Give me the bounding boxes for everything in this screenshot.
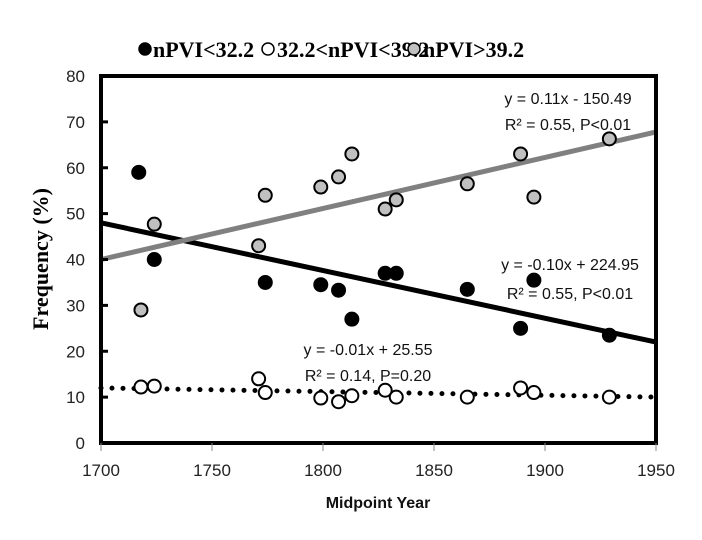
data-point-series-2 — [459, 389, 475, 405]
trend-stats: R² = 0.14, P=0.20 — [305, 368, 431, 385]
trend-equation: y = -0.10x + 224.95 — [501, 257, 639, 274]
legend-label: 32.2<nPVI<39.2 — [277, 37, 429, 62]
data-point-series-2 — [526, 385, 542, 401]
legend-marker-2 — [261, 42, 275, 56]
data-point-series-3 — [146, 216, 162, 232]
x-tick-label: 1950 — [637, 461, 675, 480]
y-tick-label: 0 — [76, 434, 85, 453]
y-tick-label: 10 — [66, 388, 85, 407]
x-tick-label: 1850 — [415, 461, 453, 480]
data-point-series-1 — [257, 274, 273, 290]
data-point-series-1 — [526, 272, 542, 288]
x-tick-label: 1900 — [526, 461, 564, 480]
data-point-series-1 — [601, 327, 617, 343]
data-point-series-2 — [377, 382, 393, 398]
data-point-series-1 — [146, 252, 162, 267]
axes: 0 10 20 30 40 50 60 70 80 1700 1750 1800 1850 1900 195… — [66, 67, 675, 480]
data-point-series-3 — [377, 201, 393, 217]
data-point-series-2 — [313, 390, 329, 406]
data-point-series-3 — [388, 192, 404, 208]
data-point-series-1 — [313, 277, 329, 293]
x-tick-label: 1800 — [304, 461, 342, 480]
data-point-series-3 — [257, 187, 273, 203]
data-point-series-2 — [257, 385, 273, 401]
data-point-series-2 — [344, 388, 360, 404]
data-point-series-1 — [344, 311, 360, 327]
x-tick-label: 1700 — [82, 461, 120, 480]
legend-label: nPVI>39.2 — [423, 37, 524, 62]
x-tick-label: 1750 — [193, 461, 231, 480]
data-point-series-2 — [146, 378, 162, 394]
data-point-series-3 — [459, 176, 475, 192]
data-point-series-2 — [251, 371, 267, 387]
trendline-3 — [100, 129, 657, 262]
y-tick-label: 40 — [66, 251, 85, 270]
data-point-series-3 — [251, 238, 267, 254]
data-point-series-1 — [459, 281, 475, 297]
x-axis-label: Midpoint Year — [326, 495, 431, 512]
trend-stats: R² = 0.55, P<0.01 — [505, 117, 631, 134]
trend-stats: R² = 0.55, P<0.01 — [507, 286, 633, 303]
data-point-series-1 — [388, 265, 404, 281]
data-point-series-3 — [133, 302, 149, 318]
data-point-series-3 — [526, 189, 542, 205]
data-point-series-3 — [313, 179, 329, 195]
data-point-series-1 — [131, 164, 147, 180]
data-point-series-2 — [601, 389, 617, 405]
data-point-series-2 — [331, 394, 347, 410]
y-tick-label: 70 — [66, 113, 85, 132]
data-point-series-2 — [513, 380, 529, 396]
trendline-2 — [98, 385, 659, 400]
data-point-series-2 — [388, 389, 404, 405]
data-point-series-1 — [331, 282, 347, 298]
data-point-series-3 — [513, 146, 529, 162]
trend-equation: y = 0.11x - 150.49 — [504, 91, 631, 108]
data-point-series-2 — [133, 379, 149, 395]
y-tick-label: 50 — [66, 205, 85, 224]
trendlines — [98, 129, 659, 400]
trend-equation: y = -0.01x + 25.55 — [304, 342, 433, 359]
trend-annotations: y = -0.10x + 224.95 R² = 0.55, P<0.01 y = … — [304, 91, 640, 385]
legend-label: nPVI<32.2 — [153, 37, 254, 62]
trendline-1 — [100, 220, 657, 345]
legend-marker-1 — [138, 42, 152, 56]
y-tick-label: 60 — [66, 159, 85, 178]
y-tick-label: 30 — [66, 296, 85, 315]
legend-marker-3 — [407, 42, 421, 56]
y-tick-label: 20 — [66, 342, 85, 361]
data-point-series-3 — [601, 131, 617, 147]
y-axis-label: Frequency (%) — [28, 188, 53, 330]
y-tick-label: 80 — [66, 67, 85, 86]
data-point-series-1 — [513, 320, 529, 336]
data-point-series-3 — [331, 169, 347, 185]
data-points — [131, 131, 617, 410]
data-point-series-3 — [344, 146, 360, 162]
